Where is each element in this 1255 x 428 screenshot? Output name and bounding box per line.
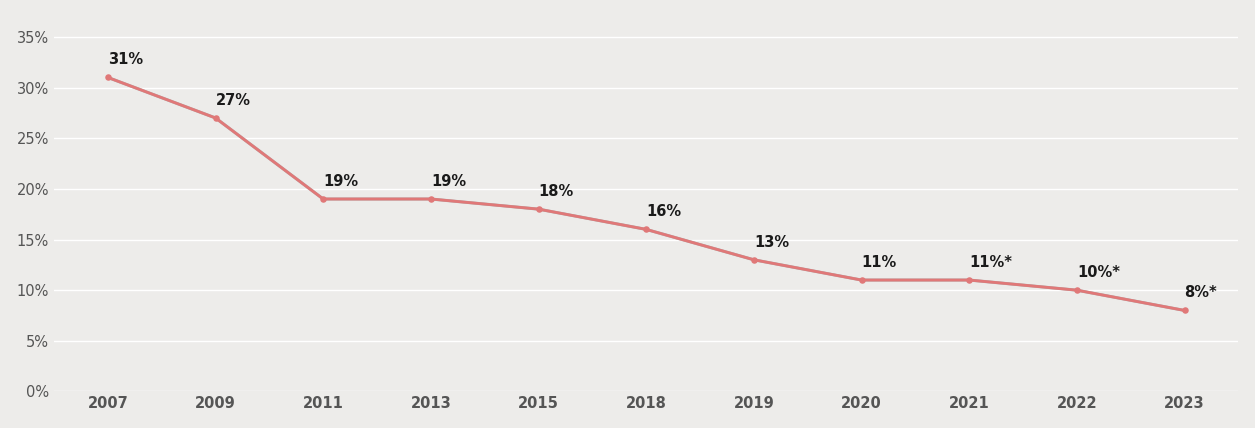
Text: 27%: 27% — [216, 93, 251, 108]
Text: 13%: 13% — [754, 235, 789, 250]
Point — [636, 226, 656, 233]
Text: 16%: 16% — [646, 204, 681, 219]
Point — [206, 115, 226, 122]
Text: 19%: 19% — [324, 174, 359, 189]
Point — [528, 206, 548, 213]
Point — [1067, 287, 1087, 294]
Text: 18%: 18% — [538, 184, 574, 199]
Point — [959, 276, 979, 283]
Point — [314, 196, 334, 202]
Point — [744, 256, 764, 263]
Text: 19%: 19% — [430, 174, 466, 189]
Point — [420, 196, 441, 202]
Text: 11%: 11% — [861, 255, 897, 270]
Text: 8%*: 8%* — [1185, 285, 1217, 300]
Point — [1175, 307, 1195, 314]
Text: 31%: 31% — [108, 52, 143, 67]
Text: 10%*: 10%* — [1077, 265, 1119, 280]
Point — [851, 276, 871, 283]
Point — [98, 74, 118, 81]
Text: 11%*: 11%* — [969, 255, 1013, 270]
